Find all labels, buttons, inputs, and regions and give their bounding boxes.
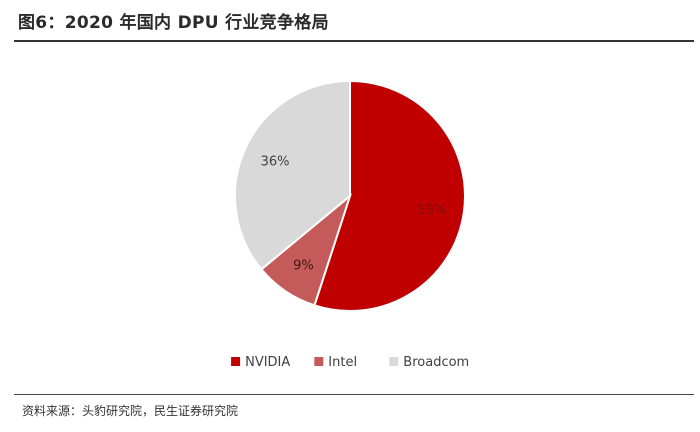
pie-slice-labels: 55% 9% 36% — [261, 155, 447, 274]
title-divider — [14, 40, 694, 42]
legend-label-intel: Intel — [328, 355, 357, 370]
pie-slice-nvidia — [313, 79, 466, 312]
legend-label-nvidia: NVIDIA — [245, 355, 290, 370]
legend-label-broadcom: Broadcom — [403, 355, 469, 370]
legend-swatch-nvidia — [231, 357, 241, 366]
pie-chart: 55% 9% 36% NVIDIA Intel Broadcom — [231, 79, 469, 370]
source-divider — [14, 394, 694, 395]
pie-slices — [234, 79, 466, 312]
data-label-intel: 9% — [293, 258, 314, 273]
legend-swatch-intel — [314, 357, 324, 366]
figure-title: 图6：2020 年国内 DPU 行业竞争格局 — [18, 13, 329, 33]
data-label-nvidia: 55% — [417, 203, 446, 218]
pie-slice-broadcom — [234, 79, 351, 271]
data-label-broadcom: 36% — [261, 155, 290, 170]
legend-swatch-broadcom — [389, 357, 399, 366]
chart-legend: NVIDIA Intel Broadcom — [231, 355, 469, 370]
source-note: 资料来源：头豹研究院，民生证券研究院 — [22, 404, 239, 418]
